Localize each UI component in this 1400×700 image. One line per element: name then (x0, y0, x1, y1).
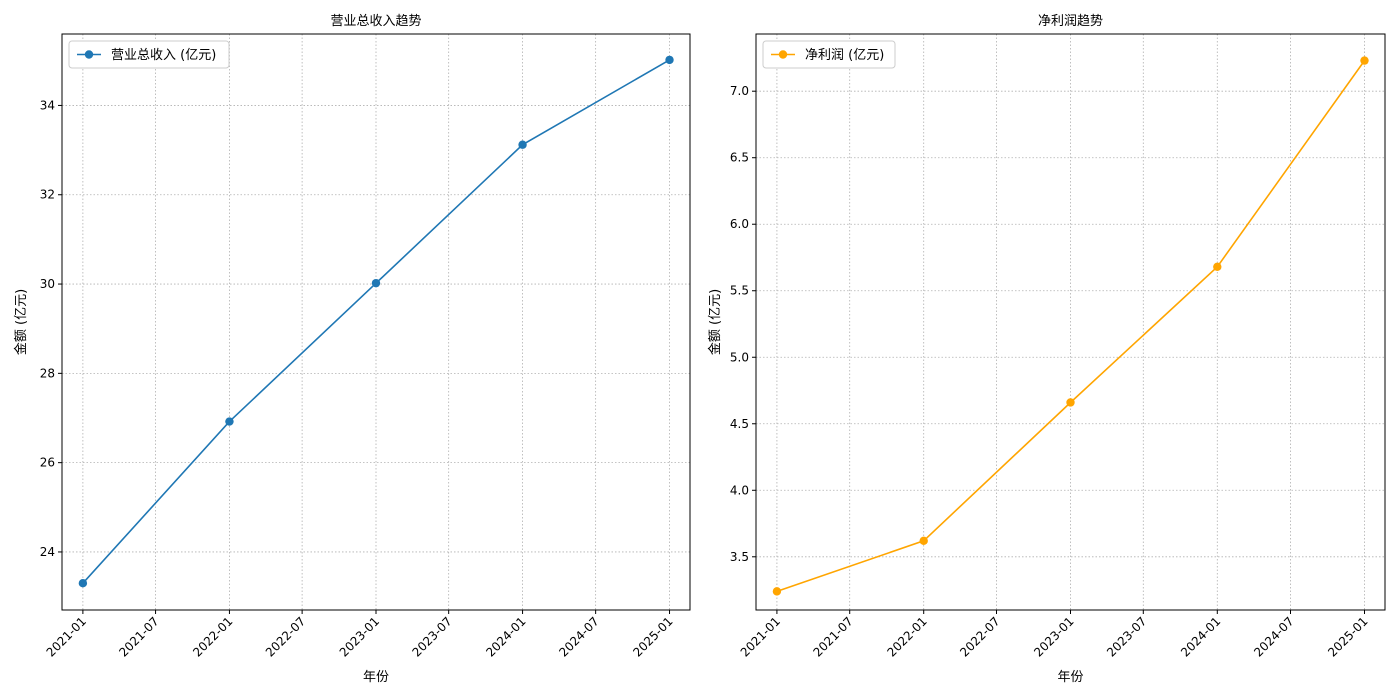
x-tick-label: 2024-01 (1178, 614, 1223, 659)
y-axis: 3.5 4.0 4.5 5.0 5.5 6.0 6.5 7.0 (730, 84, 756, 564)
chart-panel-1: 2021-01 2021-07 2022-01 2022-07 2023-01 2023-… (13, 13, 691, 685)
x-tick-label: 2025-01 (630, 614, 675, 659)
y-tick-label: 6.5 (730, 151, 749, 165)
x-axis-label: 年份 (363, 670, 389, 685)
y-tick-label: 32 (40, 188, 55, 202)
y-tick-label: 28 (40, 366, 55, 380)
legend-label: 营业总收入 (亿元) (111, 48, 216, 63)
y-axis-label: 金额 (亿元) (13, 289, 29, 355)
x-axis: 2021-01 2021-07 2022-01 2022-07 2023-01 2023-… (44, 610, 676, 660)
x-tick-label: 2022-07 (957, 614, 1002, 659)
y-axis-label: 金额 (亿元) (707, 289, 723, 355)
x-tick-label: 2022-07 (263, 614, 308, 659)
x-tick-label: 2024-07 (1251, 614, 1296, 659)
y-tick-label: 5.5 (730, 284, 749, 298)
legend: 营业总收入 (亿元) (68, 40, 230, 69)
x-tick-label: 2025-01 (1325, 614, 1370, 659)
chart-panel-2: 2021-01 2021-07 2022-01 2022-07 2023-01 2023-… (707, 13, 1386, 685)
data-point (1066, 398, 1075, 407)
data-point (1360, 56, 1369, 65)
y-tick-label: 5.0 (730, 350, 749, 364)
grid (62, 34, 690, 610)
legend-box (762, 40, 896, 69)
legend-swatch-marker (778, 50, 788, 59)
data-point (225, 417, 234, 426)
x-tick-label: 2022-01 (884, 614, 929, 659)
data-point (772, 587, 782, 596)
x-axis: 2021-01 2021-07 2022-01 2022-07 2023-01 2023-… (738, 610, 1371, 660)
data-point (665, 55, 674, 65)
series-1 (78, 55, 674, 588)
x-tick-label: 2023-07 (1104, 614, 1149, 659)
legend-label: 净利润 (亿元) (805, 48, 884, 63)
x-tick-label: 2024-07 (556, 614, 601, 659)
x-tick-label: 2021-07 (116, 614, 161, 659)
series-1 (772, 56, 1369, 596)
x-tick-label: 2023-01 (1031, 614, 1076, 659)
data-point (371, 278, 381, 288)
y-tick-label: 6.0 (730, 217, 749, 231)
legend: 净利润 (亿元) (762, 40, 896, 69)
grid (756, 34, 1385, 610)
y-tick-label: 7.0 (730, 84, 749, 98)
y-tick-label: 3.5 (730, 550, 749, 564)
y-tick-label: 26 (40, 456, 55, 470)
legend-swatch-marker (84, 50, 94, 59)
chart-title: 营业总收入趋势 (330, 13, 421, 29)
x-tick-label: 2023-01 (337, 614, 382, 659)
y-tick-label: 4.0 (730, 483, 749, 497)
data-point (518, 140, 527, 149)
x-tick-label: 2021-01 (44, 614, 89, 659)
data-point (919, 536, 928, 546)
x-tick-label: 2022-01 (190, 614, 235, 659)
legend-box (68, 40, 230, 69)
x-tick-label: 2021-07 (810, 614, 855, 659)
x-axis-label: 年份 (1057, 670, 1083, 685)
y-tick-label: 30 (40, 277, 55, 291)
chart-title: 净利润趋势 (1038, 13, 1103, 29)
x-tick-label: 2021-01 (738, 614, 783, 659)
data-point (78, 579, 88, 588)
y-tick-label: 4.5 (730, 417, 749, 431)
x-tick-label: 2023-07 (409, 614, 454, 659)
data-point (1213, 262, 1222, 271)
x-tick-label: 2024-01 (483, 614, 528, 659)
y-tick-label: 34 (40, 98, 55, 112)
y-axis: 24 26 28 30 32 34 (40, 98, 62, 559)
y-tick-label: 24 (40, 545, 55, 559)
